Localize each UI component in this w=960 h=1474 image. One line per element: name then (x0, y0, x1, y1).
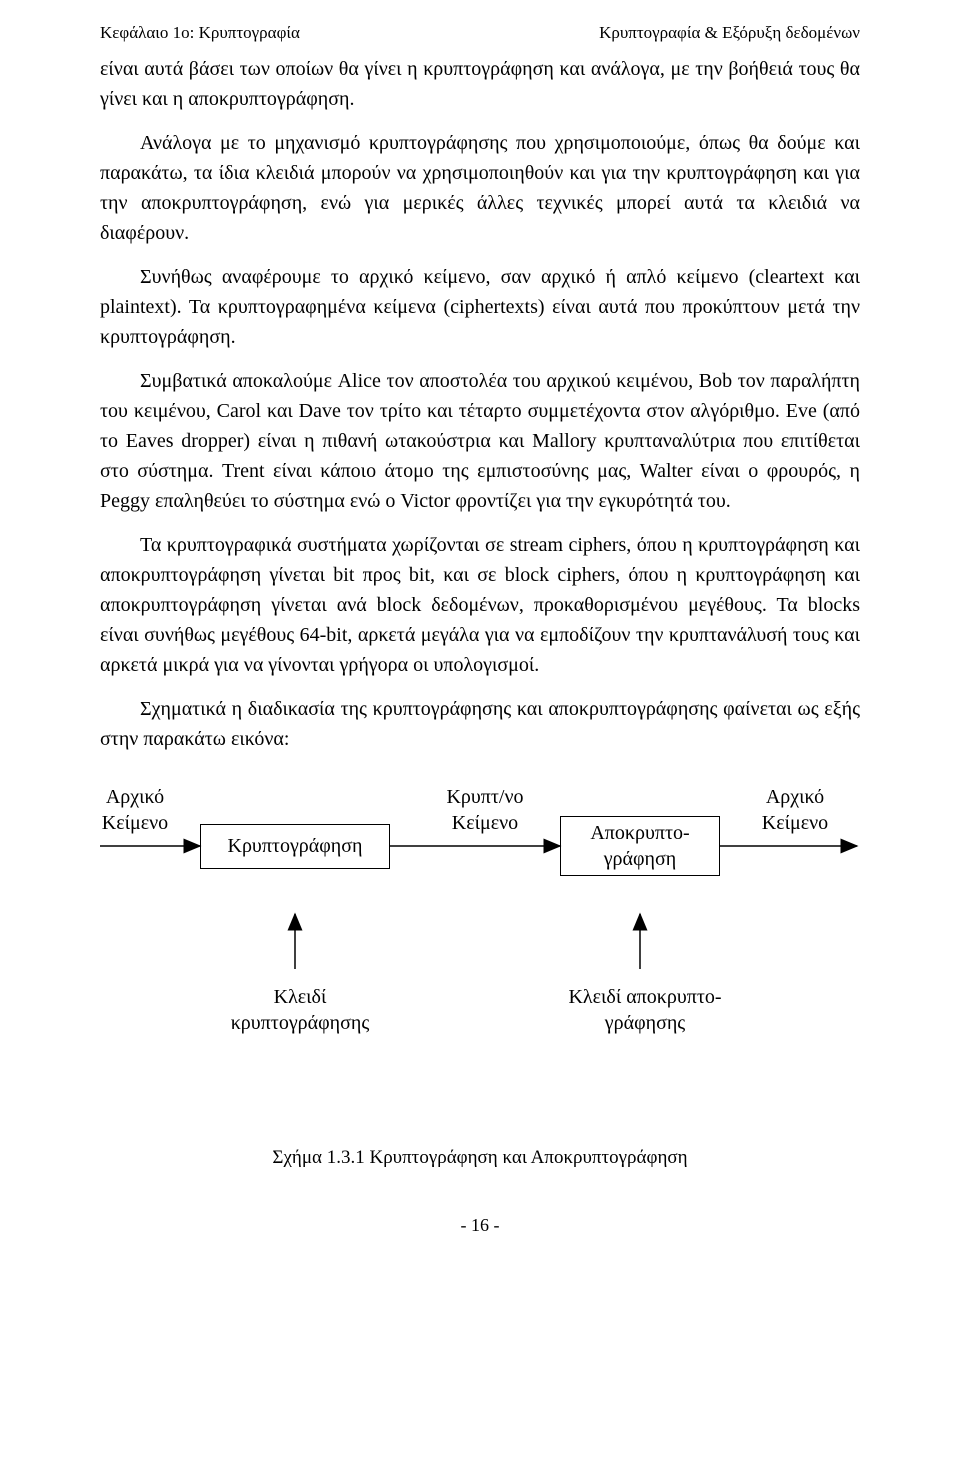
label-plaintext-out: Αρχικό Κείμενο (740, 784, 850, 844)
page-header: Κεφάλαιο 1ο: Κρυπτογραφία Κρυπτογραφία &… (100, 20, 860, 46)
paragraph-6: Σχηματικά η διαδικασία της κρυπτογράφηση… (100, 694, 860, 754)
paragraph-5: Τα κρυπτογραφικά συστήματα χωρίζονται σε… (100, 530, 860, 680)
paragraph-2: Ανάλογα με το μηχανισμό κρυπτογράφησης π… (100, 128, 860, 248)
box-encrypt: Κρυπτογράφηση (200, 824, 390, 869)
paragraph-4: Συμβατικά αποκαλούμε Alice τον αποστολέα… (100, 366, 860, 516)
figure-caption: Σχήμα 1.3.1 Κρυπτογράφηση και Αποκρυπτογ… (100, 1144, 860, 1173)
label-key-encrypt: Κλειδί κρυπτογράφησης (200, 984, 400, 1044)
label-key-decrypt: Κλειδί αποκρυπτο- γράφησης (530, 984, 760, 1044)
paragraph-1: είναι αυτά βάσει των οποίων θα γίνει η κ… (100, 54, 860, 114)
label-ciphertext: Κρυπτ/νο Κείμενο (420, 784, 550, 844)
crypto-flowchart: Αρχικό Κείμενο Κρυπτογράφηση Κρυπτ/νο Κε… (100, 784, 860, 1084)
box-decrypt: Αποκρυπτο- γράφηση (560, 816, 720, 876)
header-left: Κεφάλαιο 1ο: Κρυπτογραφία (100, 20, 300, 46)
paragraph-3: Συνήθως αναφέρουμε το αρχικό κείμενο, σα… (100, 262, 860, 352)
label-plaintext-in: Αρχικό Κείμενο (80, 784, 190, 844)
page-number: - 16 - (100, 1212, 860, 1239)
header-right: Κρυπτογραφία & Εξόρυξη δεδομένων (599, 20, 860, 46)
